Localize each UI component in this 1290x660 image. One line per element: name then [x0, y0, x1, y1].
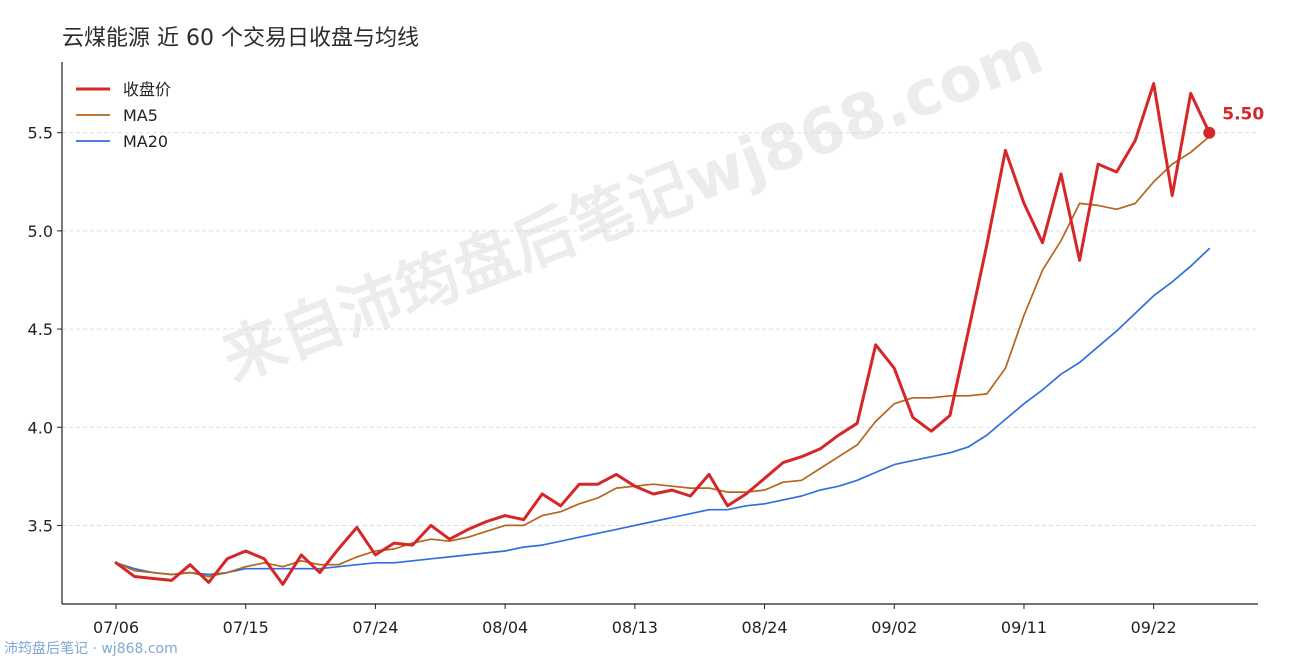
last-close-label: 5.50 [1222, 105, 1264, 125]
legend: 收盘价 MA5 MA20 [76, 80, 171, 151]
x-tick-label: 07/15 [223, 618, 269, 637]
x-tick-label: 07/06 [93, 618, 139, 637]
x-tick-label: 08/04 [482, 618, 528, 637]
x-tick-label: 09/02 [871, 618, 917, 637]
y-tick-label: 3.5 [28, 516, 53, 535]
x-tick-label: 07/24 [352, 618, 398, 637]
y-tick-label: 5.0 [28, 222, 53, 241]
legend-label: MA20 [123, 132, 168, 151]
watermark: 来自沛筠盘后笔记wj868.com [212, 15, 1052, 395]
legend-label: 收盘价 [123, 80, 171, 99]
series-line-收盘价 [114, 82, 1211, 586]
y-tick-label: 4.5 [28, 320, 53, 339]
x-tick-label: 08/24 [741, 618, 787, 637]
y-tick-label: 5.5 [28, 124, 53, 143]
x-tick-label: 09/22 [1131, 618, 1177, 637]
legend-label: MA5 [123, 106, 158, 125]
series-lines: 5.50 [114, 82, 1264, 586]
x-tick-label: 09/11 [1001, 618, 1047, 637]
x-tick-label: 08/13 [612, 618, 658, 637]
chart-title: 云煤能源 近 60 个交易日收盘与均线 [62, 26, 419, 51]
axes: 3.5 4.0 4.5 5.0 5.5 07/06 07/15 07/24 08/04 08/13… [28, 62, 1258, 637]
last-close-marker [1203, 126, 1216, 139]
y-tick-label: 4.0 [28, 418, 53, 437]
footer-credit: 沛筠盘后笔记 · wj868.com [4, 641, 178, 657]
series-line-MA20 [115, 247, 1211, 576]
grid-lines [62, 132, 1258, 526]
